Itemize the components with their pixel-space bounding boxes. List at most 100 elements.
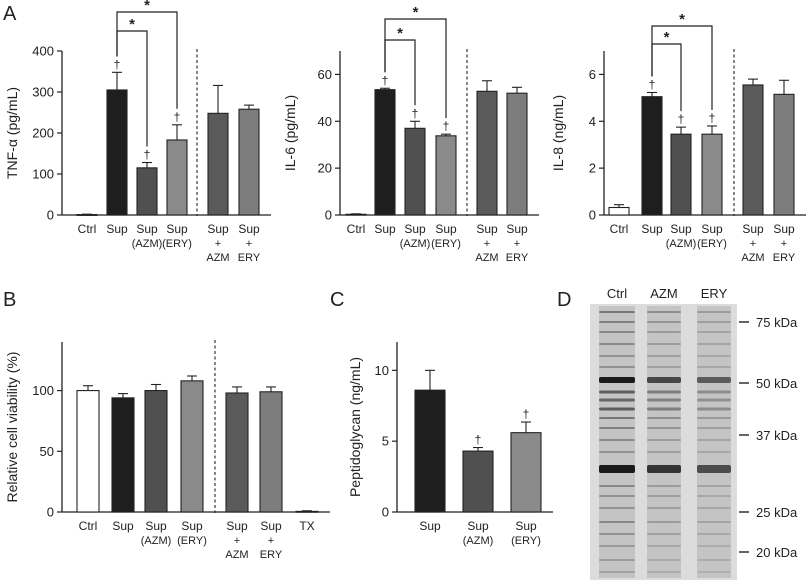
- x-tick-label: +: [234, 535, 240, 547]
- blot-band: [647, 427, 681, 429]
- bar: [295, 510, 319, 513]
- y-tick-label: 10: [375, 363, 389, 378]
- blot-band: [647, 451, 681, 453]
- x-tick-label: Ctrl: [79, 519, 98, 533]
- x-tick-label: Sup: [506, 222, 528, 236]
- blot-band: [647, 545, 681, 547]
- blot-lane: [599, 306, 635, 578]
- bar: [166, 139, 188, 216]
- dagger-mark: †: [174, 110, 181, 124]
- y-axis-label: IL-6 (pg/mL): [282, 95, 298, 171]
- dagger-mark: †: [649, 77, 656, 91]
- x-tick-label: Sup: [742, 222, 764, 236]
- blot-band: [647, 377, 681, 383]
- significance-star: *: [144, 0, 150, 14]
- x-tick-label: Sup: [260, 519, 282, 533]
- blot-band: [697, 355, 731, 357]
- blot-band: [599, 355, 635, 357]
- blot-band: [697, 521, 731, 523]
- bar: [608, 206, 630, 216]
- x-tick-label: Sup: [166, 222, 188, 236]
- x-tick-label: Sup: [404, 222, 426, 236]
- blot-band: [697, 390, 731, 394]
- blot-band: [599, 311, 635, 313]
- blot-band: [599, 451, 635, 453]
- blot-band: [599, 343, 635, 345]
- x-tick-label: ERY: [506, 252, 529, 264]
- blot-band: [697, 559, 731, 561]
- blot-band: [599, 366, 635, 368]
- blot-lane-label-azm: AZM: [650, 286, 677, 301]
- dagger-mark: †: [114, 57, 121, 71]
- significance-star: *: [679, 11, 685, 28]
- blot-band: [647, 507, 681, 509]
- blot-band: [697, 485, 731, 487]
- x-tick-label: (AZM): [141, 535, 172, 547]
- y-tick-label: 5: [382, 434, 389, 449]
- blot-band: [697, 331, 731, 333]
- panel-letter-d: D: [557, 289, 571, 311]
- x-tick-label: +: [268, 535, 274, 547]
- x-tick-label: Sup: [476, 222, 498, 236]
- blot-band: [647, 559, 681, 561]
- y-tick-label: 100: [32, 383, 54, 398]
- blot-marker-label: 50 kDa: [756, 376, 798, 391]
- bar: [144, 390, 168, 513]
- bar: [742, 84, 764, 216]
- significance-star: *: [397, 25, 403, 42]
- significance-bracket: [651, 25, 713, 110]
- bar: [136, 167, 158, 216]
- blot-band: [697, 545, 731, 547]
- bar: [476, 90, 498, 216]
- bar: [462, 450, 494, 513]
- blot-band: [647, 417, 681, 419]
- bar: [641, 96, 663, 216]
- x-tick-label: ERY: [260, 549, 283, 561]
- bar: [404, 127, 426, 216]
- blot-band: [697, 465, 731, 473]
- significance-bracket: [116, 11, 178, 109]
- significance-bracket: [384, 18, 447, 119]
- blot-band: [697, 507, 731, 509]
- y-axis-label: TNF-α (pg/mL): [4, 87, 20, 179]
- x-tick-label: (ERY): [162, 238, 192, 250]
- blot-band: [599, 521, 635, 523]
- x-tick-label: +: [246, 238, 252, 250]
- blot-bands: [599, 306, 731, 578]
- blot-band: [647, 390, 681, 394]
- blot-band: [599, 465, 635, 473]
- x-tick-label: Ctrl: [78, 222, 97, 236]
- bar: [435, 135, 457, 216]
- blot-band: [697, 533, 731, 535]
- x-tick-label: (AZM): [132, 238, 163, 250]
- blot-marker-label: 20 kDa: [756, 545, 798, 560]
- x-tick-label: Ctrl: [347, 222, 366, 236]
- bar: [414, 389, 446, 513]
- blot-band: [647, 439, 681, 441]
- bar: [180, 380, 204, 513]
- y-tick-label: 6: [589, 67, 596, 82]
- blot-band: [599, 321, 635, 323]
- x-tick-label: ERY: [238, 252, 261, 264]
- blot-band: [647, 366, 681, 368]
- blot-band: [647, 321, 681, 323]
- blot-band: [697, 451, 731, 453]
- bar: [374, 89, 396, 216]
- blot-band: [599, 417, 635, 419]
- bar: [506, 92, 528, 216]
- bar: [111, 397, 135, 513]
- y-tick-label: 50: [40, 444, 54, 459]
- blot-band: [647, 355, 681, 357]
- x-tick-label: (AZM): [666, 238, 697, 250]
- blot-band: [647, 495, 681, 497]
- x-tick-label: TX: [299, 519, 314, 533]
- y-tick-label: 40: [318, 114, 332, 129]
- x-tick-label: Sup: [181, 519, 203, 533]
- cell-viability-chart: 0 50 100 Relative cell viability (%) Ctrl Sup…: [4, 340, 330, 561]
- x-tick-label: Sup: [207, 222, 229, 236]
- bar: [207, 112, 229, 216]
- panel-letter-c: C: [330, 289, 344, 311]
- blot-band: [697, 366, 731, 368]
- x-tick-label: +: [781, 238, 787, 250]
